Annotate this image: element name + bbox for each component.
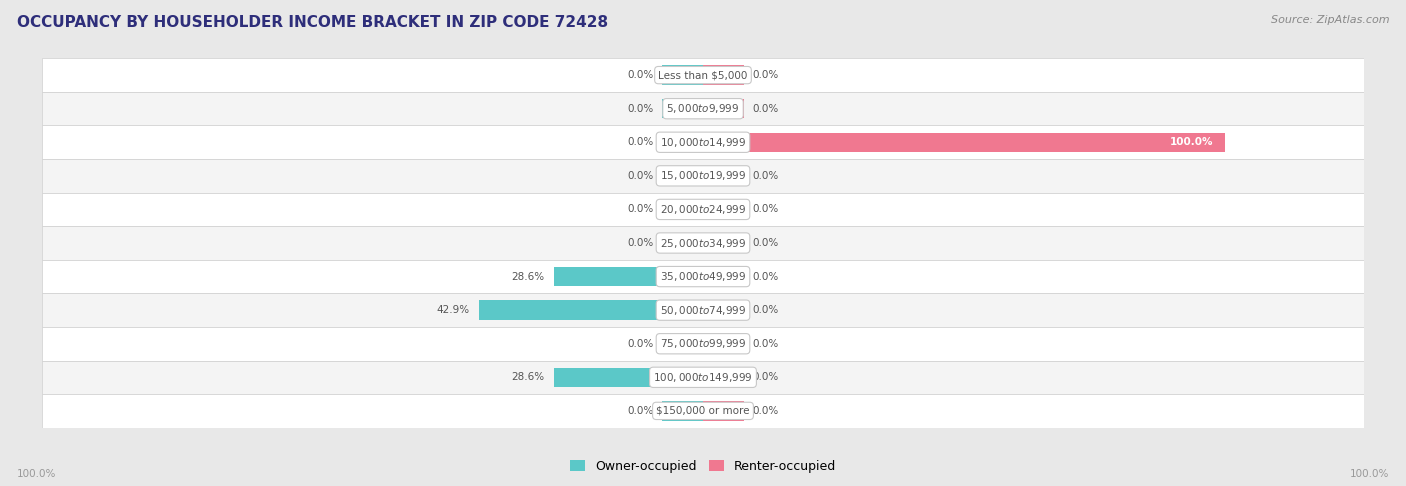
- Text: $15,000 to $19,999: $15,000 to $19,999: [659, 169, 747, 182]
- Text: $75,000 to $99,999: $75,000 to $99,999: [659, 337, 747, 350]
- Text: 0.0%: 0.0%: [627, 406, 654, 416]
- Text: 28.6%: 28.6%: [512, 372, 544, 382]
- Text: $10,000 to $14,999: $10,000 to $14,999: [659, 136, 747, 149]
- Text: 100.0%: 100.0%: [1350, 469, 1389, 479]
- Bar: [42, 327, 1364, 361]
- Text: 0.0%: 0.0%: [627, 70, 654, 80]
- Bar: [42, 260, 1364, 294]
- Text: 0.0%: 0.0%: [752, 205, 779, 214]
- Bar: [42, 58, 1364, 92]
- Bar: [42, 294, 1364, 327]
- Bar: [703, 401, 744, 420]
- Text: Source: ZipAtlas.com: Source: ZipAtlas.com: [1271, 15, 1389, 25]
- Bar: [703, 334, 744, 353]
- Bar: [42, 226, 1364, 260]
- Bar: [703, 66, 744, 85]
- Bar: [42, 92, 1364, 125]
- Bar: [662, 200, 703, 219]
- Bar: [703, 200, 744, 219]
- Text: $20,000 to $24,999: $20,000 to $24,999: [659, 203, 747, 216]
- Bar: [662, 166, 703, 186]
- Text: $35,000 to $49,999: $35,000 to $49,999: [659, 270, 747, 283]
- Text: 0.0%: 0.0%: [752, 372, 779, 382]
- Text: $5,000 to $9,999: $5,000 to $9,999: [666, 102, 740, 115]
- Bar: [479, 300, 703, 320]
- Bar: [42, 192, 1364, 226]
- Bar: [703, 233, 744, 253]
- Text: 0.0%: 0.0%: [752, 171, 779, 181]
- Text: 0.0%: 0.0%: [752, 406, 779, 416]
- Bar: [42, 159, 1364, 192]
- Text: OCCUPANCY BY HOUSEHOLDER INCOME BRACKET IN ZIP CODE 72428: OCCUPANCY BY HOUSEHOLDER INCOME BRACKET …: [17, 15, 607, 30]
- Bar: [554, 367, 703, 387]
- Bar: [703, 166, 744, 186]
- Text: 42.9%: 42.9%: [437, 305, 470, 315]
- Text: $50,000 to $74,999: $50,000 to $74,999: [659, 304, 747, 317]
- Text: 0.0%: 0.0%: [752, 238, 779, 248]
- Text: 0.0%: 0.0%: [752, 272, 779, 281]
- Bar: [703, 300, 744, 320]
- Text: 0.0%: 0.0%: [752, 104, 779, 114]
- Text: 0.0%: 0.0%: [627, 137, 654, 147]
- Text: 0.0%: 0.0%: [752, 305, 779, 315]
- Text: 0.0%: 0.0%: [752, 339, 779, 349]
- Bar: [42, 125, 1364, 159]
- Text: 28.6%: 28.6%: [512, 272, 544, 281]
- Text: Less than $5,000: Less than $5,000: [658, 70, 748, 80]
- Bar: [554, 267, 703, 286]
- Legend: Owner-occupied, Renter-occupied: Owner-occupied, Renter-occupied: [569, 460, 837, 473]
- Text: 0.0%: 0.0%: [627, 205, 654, 214]
- Bar: [662, 401, 703, 420]
- Text: 0.0%: 0.0%: [627, 171, 654, 181]
- Bar: [662, 334, 703, 353]
- Text: 100.0%: 100.0%: [17, 469, 56, 479]
- Text: 0.0%: 0.0%: [627, 104, 654, 114]
- Bar: [703, 367, 744, 387]
- Bar: [662, 233, 703, 253]
- Bar: [42, 394, 1364, 428]
- Text: $150,000 or more: $150,000 or more: [657, 406, 749, 416]
- Bar: [662, 99, 703, 119]
- Bar: [662, 133, 703, 152]
- Text: 0.0%: 0.0%: [752, 70, 779, 80]
- Text: $100,000 to $149,999: $100,000 to $149,999: [654, 371, 752, 384]
- Bar: [703, 267, 744, 286]
- Text: 0.0%: 0.0%: [627, 238, 654, 248]
- Text: $25,000 to $34,999: $25,000 to $34,999: [659, 237, 747, 249]
- Bar: [703, 133, 1225, 152]
- Text: 100.0%: 100.0%: [1170, 137, 1213, 147]
- Text: 0.0%: 0.0%: [627, 339, 654, 349]
- Bar: [703, 99, 744, 119]
- Bar: [42, 361, 1364, 394]
- Bar: [662, 66, 703, 85]
